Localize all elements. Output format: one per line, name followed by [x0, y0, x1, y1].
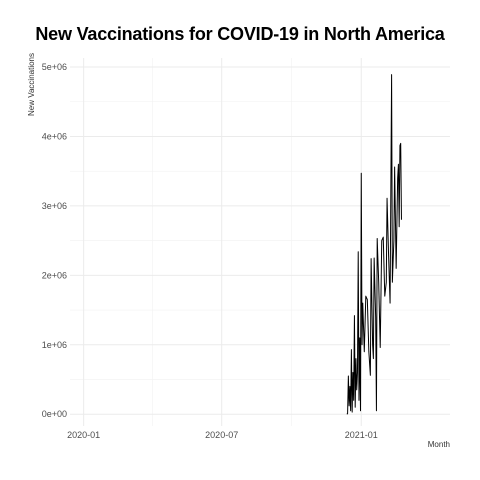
x-axis-label: Month: [427, 440, 450, 449]
x-tick-label: 2020-01: [67, 430, 100, 440]
y-tick-label: 3e+06: [42, 201, 67, 211]
y-tick-label: 1e+06: [42, 340, 67, 350]
chart-title: New Vaccinations for COVID-19 in North A…: [35, 24, 445, 44]
y-tick-label: 2e+06: [42, 270, 67, 280]
y-tick-label: 4e+06: [42, 131, 67, 141]
y-tick-label: 0e+00: [42, 409, 67, 419]
x-tick-label: 2021-01: [345, 430, 378, 440]
y-tick-label: 5e+06: [42, 62, 67, 72]
x-tick-label: 2020-07: [205, 430, 238, 440]
series-line: [346, 74, 402, 415]
